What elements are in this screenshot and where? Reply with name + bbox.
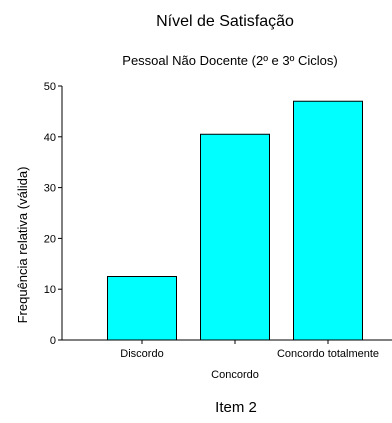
chart-title: Nível de Satisfação <box>156 13 294 30</box>
y-tick-label: 50 <box>44 81 56 93</box>
y-tick-label: 20 <box>44 233 56 245</box>
chart-subtitle: Pessoal Não Docente (2º e 3º Ciclos) <box>122 53 337 68</box>
chart-footer: Item 2 <box>215 399 257 416</box>
bar-discordo <box>107 276 177 341</box>
y-tick-label: 0 <box>50 335 56 347</box>
bar-concordo-totalmente <box>293 100 363 341</box>
bars <box>107 100 363 341</box>
x-category-label: Concordo <box>211 369 259 381</box>
y-tick-label: 10 <box>44 284 56 296</box>
y-tick-label: 40 <box>44 132 56 144</box>
x-axis: Discordo Concordo Concordo totalmente <box>62 339 392 381</box>
x-category-label: Discordo <box>120 348 163 360</box>
y-tick-label: 30 <box>44 183 56 195</box>
bar-concordo <box>200 133 270 341</box>
y-axis: 0 10 20 30 40 50 <box>44 81 63 347</box>
y-axis-label: Frequência relativa (válida) <box>15 167 30 324</box>
x-category-label: Concordo totalmente <box>277 348 379 360</box>
